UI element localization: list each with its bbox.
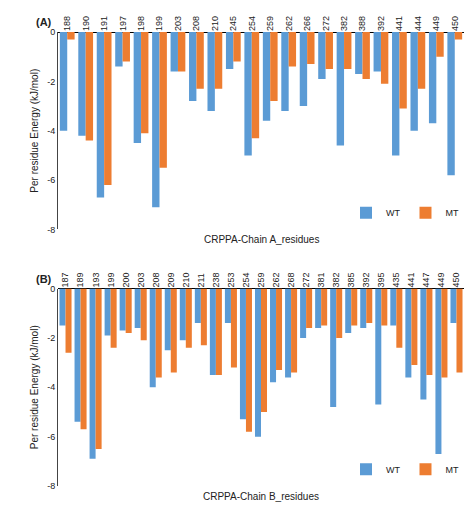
svg-text:385: 385 [346, 272, 356, 287]
svg-text:193: 193 [91, 272, 101, 287]
svg-text:0: 0 [50, 284, 55, 294]
svg-text:262: 262 [284, 16, 294, 31]
svg-text:-6: -6 [47, 432, 55, 442]
svg-text:208: 208 [191, 16, 201, 31]
svg-text:266: 266 [302, 16, 312, 31]
svg-text:-2: -2 [47, 77, 55, 87]
svg-text:(A): (A) [36, 16, 52, 28]
svg-text:190: 190 [81, 16, 91, 31]
svg-text:209: 209 [166, 272, 176, 287]
svg-text:191: 191 [99, 16, 109, 31]
svg-text:(B): (B) [36, 273, 52, 285]
svg-text:Per residue Energy (kJ/mol): Per residue Energy (kJ/mol) [29, 325, 40, 449]
svg-text:CRPPA-Chain B_residues: CRPPA-Chain B_residues [203, 491, 319, 502]
svg-text:449: 449 [436, 272, 446, 287]
svg-text:210: 210 [210, 16, 220, 31]
svg-text:198: 198 [136, 16, 146, 31]
svg-text:MT: MT [445, 465, 458, 475]
svg-text:203: 203 [136, 272, 146, 287]
svg-text:259: 259 [256, 272, 266, 287]
svg-text:-4: -4 [47, 126, 55, 136]
svg-text:CRPPA-Chain A_residues: CRPPA-Chain A_residues [204, 234, 319, 245]
svg-text:272: 272 [301, 272, 311, 287]
svg-text:444: 444 [413, 16, 423, 31]
svg-text:203: 203 [173, 16, 183, 31]
svg-text:210: 210 [181, 272, 191, 287]
svg-text:253: 253 [226, 272, 236, 287]
svg-text:450: 450 [451, 272, 461, 287]
svg-text:381: 381 [316, 272, 326, 287]
svg-text:395: 395 [376, 272, 386, 287]
svg-text:259: 259 [265, 16, 275, 31]
svg-text:392: 392 [376, 16, 386, 31]
svg-text:449: 449 [431, 16, 441, 31]
svg-text:188: 188 [62, 16, 72, 31]
svg-text:189: 189 [75, 272, 85, 287]
svg-text:435: 435 [391, 272, 401, 287]
svg-text:-4: -4 [47, 382, 55, 392]
svg-text:382: 382 [339, 16, 349, 31]
svg-text:199: 199 [154, 16, 164, 31]
svg-text:-8: -8 [47, 481, 55, 491]
svg-text:WT: WT [386, 208, 400, 218]
svg-text:392: 392 [361, 272, 371, 287]
svg-text:200: 200 [121, 272, 131, 287]
svg-text:199: 199 [106, 272, 116, 287]
svg-text:Per residue Energy (kJ/mol): Per residue Energy (kJ/mol) [29, 69, 40, 193]
svg-text:187: 187 [60, 272, 70, 287]
svg-text:-6: -6 [47, 175, 55, 185]
svg-text:441: 441 [394, 16, 404, 31]
svg-text:272: 272 [321, 16, 331, 31]
svg-text:388: 388 [357, 16, 367, 31]
svg-text:MT: MT [445, 208, 458, 218]
svg-text:450: 450 [450, 16, 460, 31]
svg-text:382: 382 [331, 272, 341, 287]
svg-text:245: 245 [228, 16, 238, 31]
svg-text:447: 447 [421, 272, 431, 287]
svg-text:208: 208 [151, 272, 161, 287]
svg-text:WT: WT [386, 465, 400, 475]
svg-text:238: 238 [211, 272, 221, 287]
svg-text:268: 268 [286, 272, 296, 287]
svg-text:0: 0 [50, 27, 55, 37]
svg-text:197: 197 [118, 16, 128, 31]
svg-text:254: 254 [247, 16, 257, 31]
svg-text:-8: -8 [47, 225, 55, 235]
svg-text:211: 211 [196, 273, 206, 287]
svg-text:262: 262 [271, 272, 281, 287]
svg-text:254: 254 [241, 272, 251, 287]
svg-text:-2: -2 [47, 333, 55, 343]
svg-text:441: 441 [406, 272, 416, 287]
